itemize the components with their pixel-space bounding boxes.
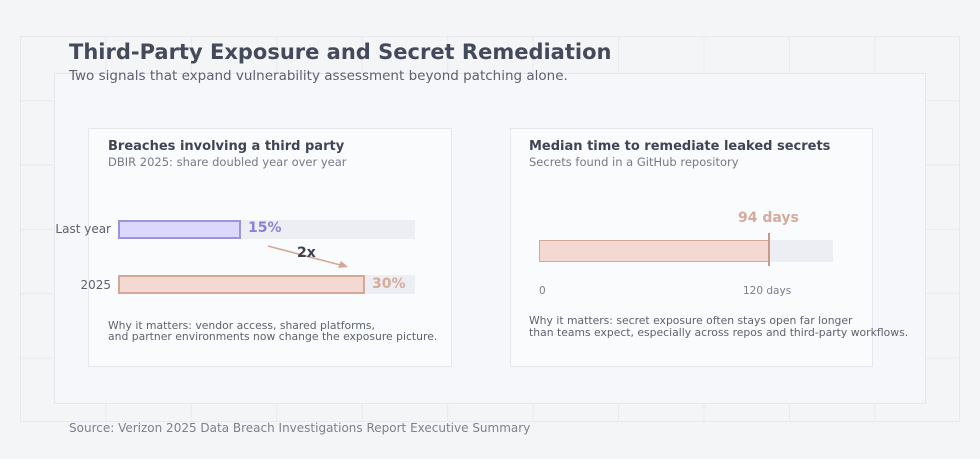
card-subtitle: Secrets found in a GitHub repository xyxy=(529,155,739,169)
page-title: Third-Party Exposure and Secret Remediat… xyxy=(69,40,612,64)
bar-remediation-days xyxy=(539,240,769,262)
card-note-line2: and partner environments now change the … xyxy=(108,330,438,343)
remediation-value-label: 94 days xyxy=(738,210,799,226)
card-title: Breaches involving a third party xyxy=(108,139,345,154)
arrow-icon xyxy=(267,245,348,268)
bar-2025 xyxy=(118,275,365,294)
bar-label-last-year: Last year xyxy=(55,222,111,236)
card-note-line2: than teams expect, especially across rep… xyxy=(529,326,909,339)
third-party-breach-card xyxy=(88,128,452,367)
bar-last-year xyxy=(118,220,241,239)
growth-annotation: 2x xyxy=(297,245,316,261)
source-note: Source: Verizon 2025 Data Breach Investi… xyxy=(69,421,531,435)
bar-value-last-year: 15% xyxy=(248,220,282,236)
bar-value-2025: 30% xyxy=(372,276,406,292)
axis-max-tick: 120 days xyxy=(743,285,792,297)
axis-min-tick: 0 xyxy=(539,285,546,297)
bar-label-2025: 2025 xyxy=(80,278,111,292)
page-subtitle: Two signals that expand vulnerability as… xyxy=(69,68,568,84)
card-subtitle: DBIR 2025: share doubled year over year xyxy=(108,155,347,169)
card-note-line1: Why it matters: vendor access, shared pl… xyxy=(108,319,375,332)
card-title: Median time to remediate leaked secrets xyxy=(529,139,831,154)
value-marker xyxy=(768,233,770,266)
card-note-line1: Why it matters: secret exposure often st… xyxy=(529,314,853,327)
